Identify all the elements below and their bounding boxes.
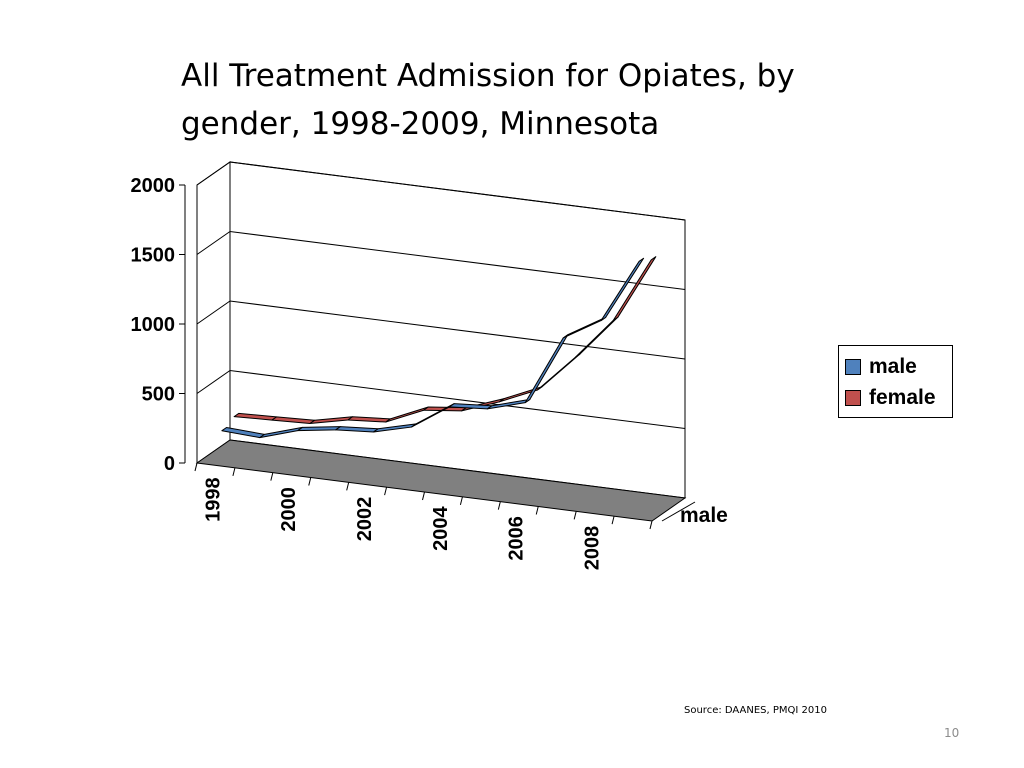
- x-tick-11: [611, 516, 615, 525]
- gridline-1000: [196, 300, 686, 360]
- x-tick-8: [497, 501, 501, 510]
- slide-title-line-2: gender, 1998-2009, Minnesota: [181, 106, 660, 142]
- x-tick-label-2002: 2002: [354, 497, 376, 542]
- x-tick-12: [649, 520, 653, 530]
- chart-series: [221, 256, 657, 439]
- x-tick-0: [194, 462, 198, 472]
- depth-axis-line: [661, 501, 696, 522]
- x-tick-7: [459, 496, 463, 505]
- x-tick-5: [384, 487, 388, 496]
- legend-item-female: female: [845, 382, 946, 413]
- legend-swatch-male: [845, 358, 861, 375]
- x-tick-label-2008: 2008: [581, 526, 603, 571]
- chart-axes: [179, 184, 696, 530]
- legend-label-female: female: [869, 385, 936, 409]
- x-tick-9: [535, 506, 539, 515]
- chart-labels: 0 500 1000 1500 2000 1998 2000 2002 2004 2006 2008…: [131, 175, 728, 570]
- x-tick-10: [573, 511, 577, 520]
- series-female-segment-2008: [612, 256, 657, 321]
- x-tick-1: [232, 467, 236, 476]
- slide-title-line-1: All Treatment Admission for Opiates, by: [181, 58, 795, 94]
- y-tick-label-1500: 1500: [131, 245, 176, 267]
- chart-legend: male female: [838, 345, 953, 418]
- series-male-segment-2008: [600, 257, 645, 322]
- y-tick-label-0: 0: [164, 453, 175, 475]
- gridline-500: [196, 369, 686, 429]
- legend-label-male: male: [869, 354, 917, 378]
- source-note: Source: DAANES, PMQI 2010: [684, 705, 827, 716]
- legend-item-male: male: [845, 351, 946, 382]
- x-tick-label-2004: 2004: [430, 506, 452, 551]
- chart-gridlines: [196, 161, 686, 429]
- gridline-1500: [196, 230, 686, 290]
- y-tick-label-2000: 2000: [131, 175, 176, 197]
- page-number: 10: [944, 726, 960, 740]
- y-tick-label-1000: 1000: [131, 314, 176, 336]
- x-tick-4: [346, 482, 350, 491]
- x-tick-label-1998: 1998: [202, 477, 224, 522]
- series-male-segment-2000: [297, 426, 341, 432]
- x-tick-2: [270, 472, 274, 481]
- y-tick-label-500: 500: [142, 384, 175, 406]
- x-tick-6: [422, 491, 425, 501]
- legend-swatch-female: [845, 389, 861, 406]
- x-tick-3: [308, 477, 312, 486]
- x-tick-label-2006: 2006: [506, 516, 528, 561]
- depth-axis-label: male: [680, 504, 728, 527]
- x-tick-label-2000: 2000: [278, 487, 300, 531]
- gridline-2000: [196, 161, 686, 221]
- slide-title: All Treatment Admission for Opiates, by …: [181, 52, 881, 148]
